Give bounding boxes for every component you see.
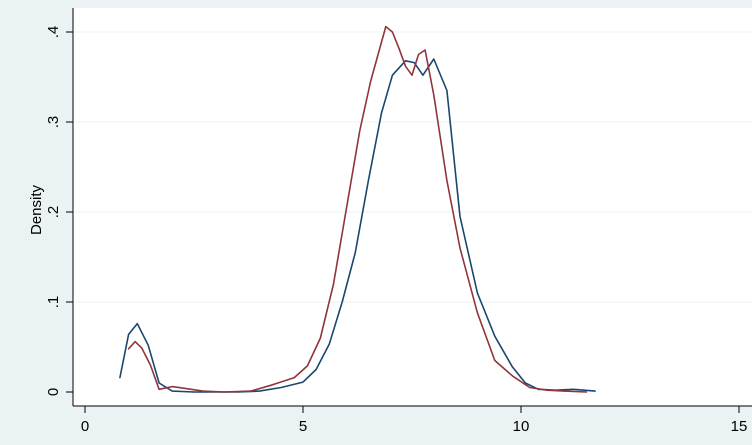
y-tick-label: .2 (45, 206, 62, 219)
tick-marks-and-labels: 0 .1 .2 .3 .4 0 5 10 15 (45, 26, 747, 435)
x-tick-label: 0 (81, 418, 89, 435)
density-line-series-2 (127, 25, 588, 393)
plot-area (73, 8, 752, 406)
series-lines (119, 25, 596, 393)
y-axis-title: Density (28, 184, 45, 235)
density-line-series-1 (119, 58, 596, 393)
gridlines (74, 31, 752, 303)
y-tick-label: 0 (45, 388, 62, 396)
x-tick-label: 5 (299, 418, 307, 435)
y-tick-label: .3 (45, 116, 62, 129)
x-tick-label: 15 (731, 418, 748, 435)
x-tick-label: 10 (513, 418, 530, 435)
y-tick-label: .4 (45, 26, 62, 39)
y-tick-label: .1 (45, 296, 62, 309)
axes (72, 8, 752, 407)
